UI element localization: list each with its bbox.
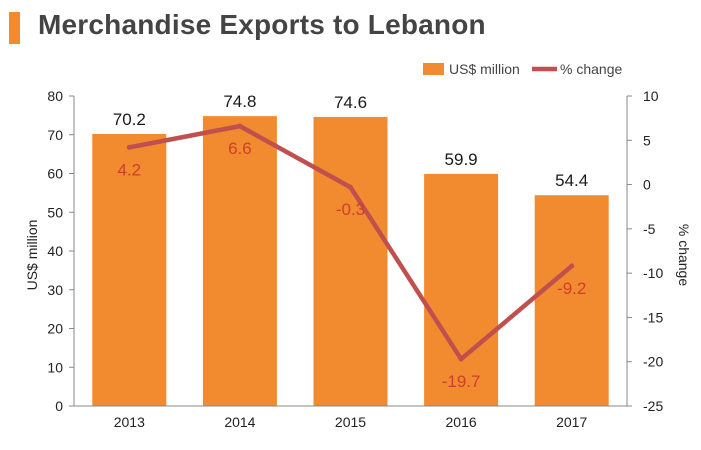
bar-2013 xyxy=(92,133,167,406)
y2-tick-label--15: -15 xyxy=(643,309,663,325)
y-tick-label-20: 20 xyxy=(47,321,63,337)
x-tick-label-2016: 2016 xyxy=(446,414,477,430)
y-axis-title: US$ million xyxy=(24,220,40,291)
y-tick-label-50: 50 xyxy=(47,204,63,220)
y2-tick-label--25: -25 xyxy=(643,398,663,414)
line-point-2013 xyxy=(126,144,132,150)
y2-tick-label--20: -20 xyxy=(643,354,663,370)
bar-2014 xyxy=(202,116,277,407)
legend-swatch-bar xyxy=(423,63,444,75)
bar-2015 xyxy=(313,116,388,407)
y2-axis-title: % change xyxy=(676,224,692,286)
bar-2017 xyxy=(534,195,609,406)
line-label-2013: 4.2 xyxy=(117,160,141,179)
y-tick-label-30: 30 xyxy=(47,282,63,298)
line-point-2015 xyxy=(348,184,353,190)
y-tick-label-0: 0 xyxy=(55,398,63,414)
y-tick-label-80: 80 xyxy=(47,88,63,104)
line-point-2014 xyxy=(237,123,243,129)
line-label-2014: 6.6 xyxy=(228,139,252,158)
chart-title: Merchandise Exports to Lebanon xyxy=(38,9,486,40)
bar-label-2016: 59.9 xyxy=(445,150,478,169)
line-point-2017 xyxy=(569,263,575,269)
bar-label-2017: 54.4 xyxy=(555,171,588,190)
y-tick-label-40: 40 xyxy=(47,243,63,259)
bar-label-2015: 74.6 xyxy=(334,93,367,112)
x-tick-label-2015: 2015 xyxy=(335,414,366,430)
legend-label-line: % change xyxy=(560,61,622,77)
bar-label-2013: 70.2 xyxy=(113,110,146,129)
line-label-2015: -0.3 xyxy=(336,200,365,219)
y2-tick-label-0: 0 xyxy=(643,177,651,193)
legend-label-bar: US$ million xyxy=(449,61,520,77)
bar-label-2014: 74.8 xyxy=(223,92,256,111)
line-label-2017: -9.2 xyxy=(557,279,586,298)
y2-tick-label--10: -10 xyxy=(643,265,663,281)
x-tick-label-2013: 2013 xyxy=(114,414,145,430)
y2-tick-label-5: 5 xyxy=(643,132,651,148)
y-tick-label-10: 10 xyxy=(47,359,63,375)
bar-2016 xyxy=(424,173,499,406)
title-accent-bar xyxy=(9,12,20,44)
y-tick-label-60: 60 xyxy=(47,166,63,182)
x-tick-label-2017: 2017 xyxy=(556,414,587,430)
y2-tick-label--5: -5 xyxy=(643,221,656,237)
x-tick-label-2014: 2014 xyxy=(224,414,255,430)
line-label-2016: -19.7 xyxy=(442,372,481,391)
y2-tick-label-10: 10 xyxy=(643,88,659,104)
y-tick-label-70: 70 xyxy=(47,127,63,143)
line-point-2016 xyxy=(458,356,464,362)
